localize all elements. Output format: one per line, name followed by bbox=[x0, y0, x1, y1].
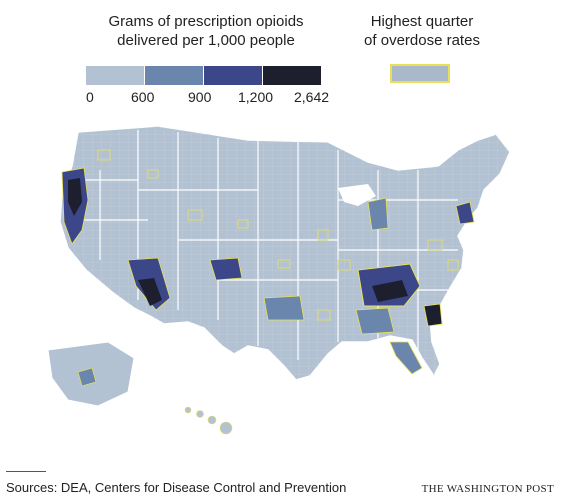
colorado-cluster bbox=[209, 257, 243, 281]
northeast-cluster bbox=[455, 201, 475, 225]
source-note: Sources: DEA, Centers for Disease Contro… bbox=[6, 480, 347, 495]
color-ramp bbox=[86, 66, 322, 85]
michigan-cluster bbox=[367, 197, 389, 231]
florida-cluster bbox=[389, 341, 423, 375]
southeast-cluster bbox=[355, 307, 395, 335]
overdose-legend-swatch bbox=[390, 64, 450, 83]
ramp-bin-0-600 bbox=[86, 66, 144, 85]
legend-title: Grams of prescription opioids delivered … bbox=[96, 12, 316, 50]
legend-title-line2: delivered per 1,000 people bbox=[117, 32, 295, 49]
hawaii bbox=[184, 406, 233, 435]
ramp-tick-600: 600 bbox=[131, 89, 155, 105]
ramp-bin-1200-2642 bbox=[263, 66, 321, 85]
ramp-bin-900-1200 bbox=[204, 66, 262, 85]
overdose-outlines bbox=[97, 149, 459, 321]
overdose-legend-title: Highest quarter of overdose rates bbox=[352, 12, 492, 50]
great-lakes bbox=[338, 184, 376, 206]
publisher-credit: THE WASHINGTON POST bbox=[421, 483, 554, 495]
ramp-tick-900: 900 bbox=[188, 89, 212, 105]
overdose-legend-line1: Highest quarter bbox=[370, 13, 474, 30]
footer-rule bbox=[6, 471, 46, 472]
ramp-tick-2642: 2,642 bbox=[294, 89, 330, 105]
legend-title-line1: Grams of prescription opioids bbox=[108, 13, 304, 30]
overdose-legend-line2: of overdose rates bbox=[364, 32, 480, 49]
oklahoma-cluster bbox=[263, 295, 305, 321]
ramp-bin-600-900 bbox=[145, 66, 203, 85]
ramp-tick-1200: 1,200 bbox=[238, 89, 274, 105]
us-county-map bbox=[47, 125, 511, 435]
ramp-tick-0: 0 bbox=[86, 89, 94, 105]
state-borders bbox=[62, 130, 458, 360]
carolina-coast-high bbox=[423, 303, 443, 327]
